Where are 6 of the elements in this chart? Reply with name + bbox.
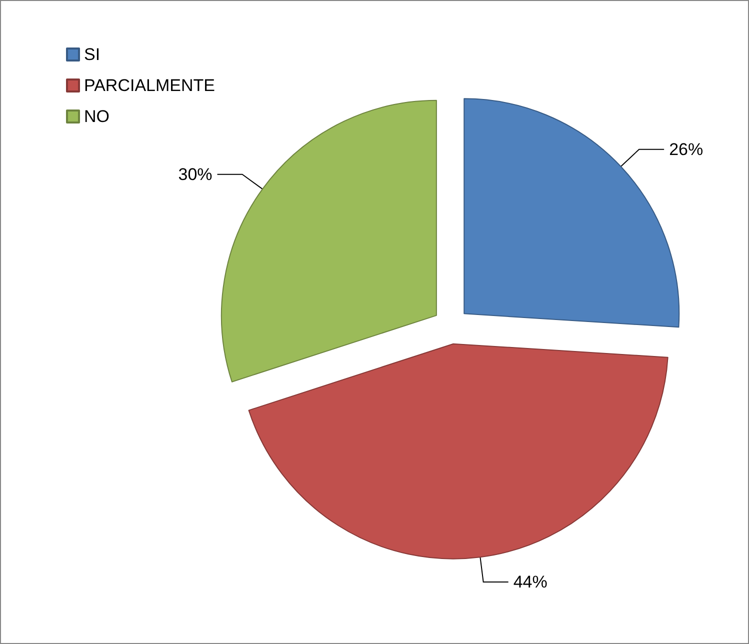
- data-label: 30%: [178, 164, 212, 184]
- data-label: 26%: [669, 140, 704, 159]
- legend-label: SI: [84, 45, 100, 64]
- legend-label: PARCIALMENTE: [84, 76, 215, 95]
- legend-label: NO: [84, 107, 110, 126]
- data-label: 44%: [513, 572, 548, 592]
